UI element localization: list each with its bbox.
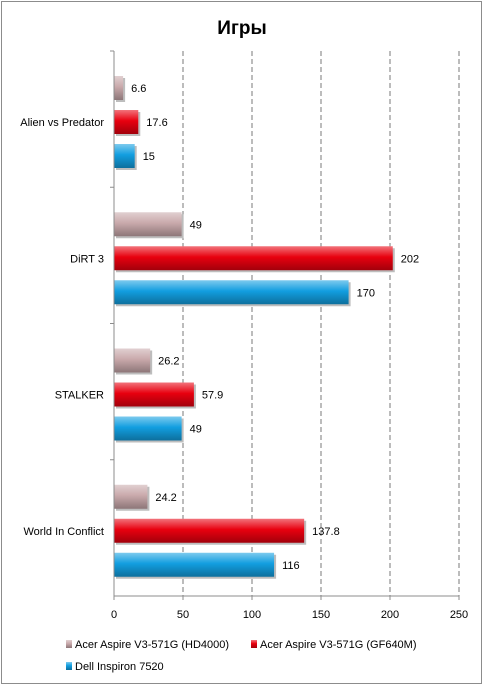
bar [114, 280, 349, 305]
category-label: STALKER [55, 390, 104, 402]
category-label: Alien vs Predator [20, 117, 104, 129]
data-label: 24.2 [155, 492, 176, 504]
bar [114, 110, 139, 134]
data-label: 137.8 [312, 526, 340, 538]
data-label: 57.9 [202, 390, 223, 402]
data-label: 170 [357, 287, 375, 299]
data-label: 15 [143, 151, 155, 163]
bar [114, 348, 151, 373]
x-tick-label: 150 [312, 609, 330, 621]
bar [114, 484, 148, 509]
bar [114, 144, 135, 168]
x-tick-label: 50 [177, 609, 189, 621]
bar [114, 212, 182, 237]
data-label: 49 [190, 219, 202, 231]
grid-lines [182, 51, 460, 596]
legend-swatch [251, 640, 257, 648]
legend-swatch [66, 640, 72, 648]
data-label: 202 [401, 253, 419, 265]
bar [114, 246, 393, 271]
data-label: 17.6 [146, 117, 167, 129]
legend-swatch [66, 662, 72, 670]
x-tick-label: 100 [243, 609, 261, 621]
legend-label: Acer Aspire V3-571G (GF640M) [260, 639, 417, 651]
legend-label: Acer Aspire V3-571G (HD4000) [75, 639, 229, 651]
bar [114, 416, 182, 441]
category-label: World In Conflict [24, 526, 105, 538]
bar [114, 552, 275, 577]
bars-group: 6.6 17.6 15 Alien vs Predator 49 202 170 DiRT 3… [20, 76, 419, 579]
chart-title: Игры [217, 18, 266, 39]
data-label: 26.2 [158, 356, 179, 368]
bar [114, 518, 305, 543]
data-label: 6.6 [131, 83, 146, 95]
bar [114, 382, 194, 407]
legend-label: Dell Inspiron 7520 [75, 661, 164, 673]
axes: 0 50 100 150 200 250 [110, 50, 468, 621]
bar [114, 76, 124, 100]
x-tick-label: 0 [111, 609, 117, 621]
data-label: 49 [190, 424, 202, 436]
category-label: DiRT 3 [70, 253, 104, 265]
x-tick-label: 250 [450, 609, 468, 621]
data-label: 116 [282, 560, 300, 572]
legend: Acer Aspire V3-571G (HD4000) Acer Aspire … [66, 639, 417, 673]
x-tick-label: 200 [381, 609, 399, 621]
